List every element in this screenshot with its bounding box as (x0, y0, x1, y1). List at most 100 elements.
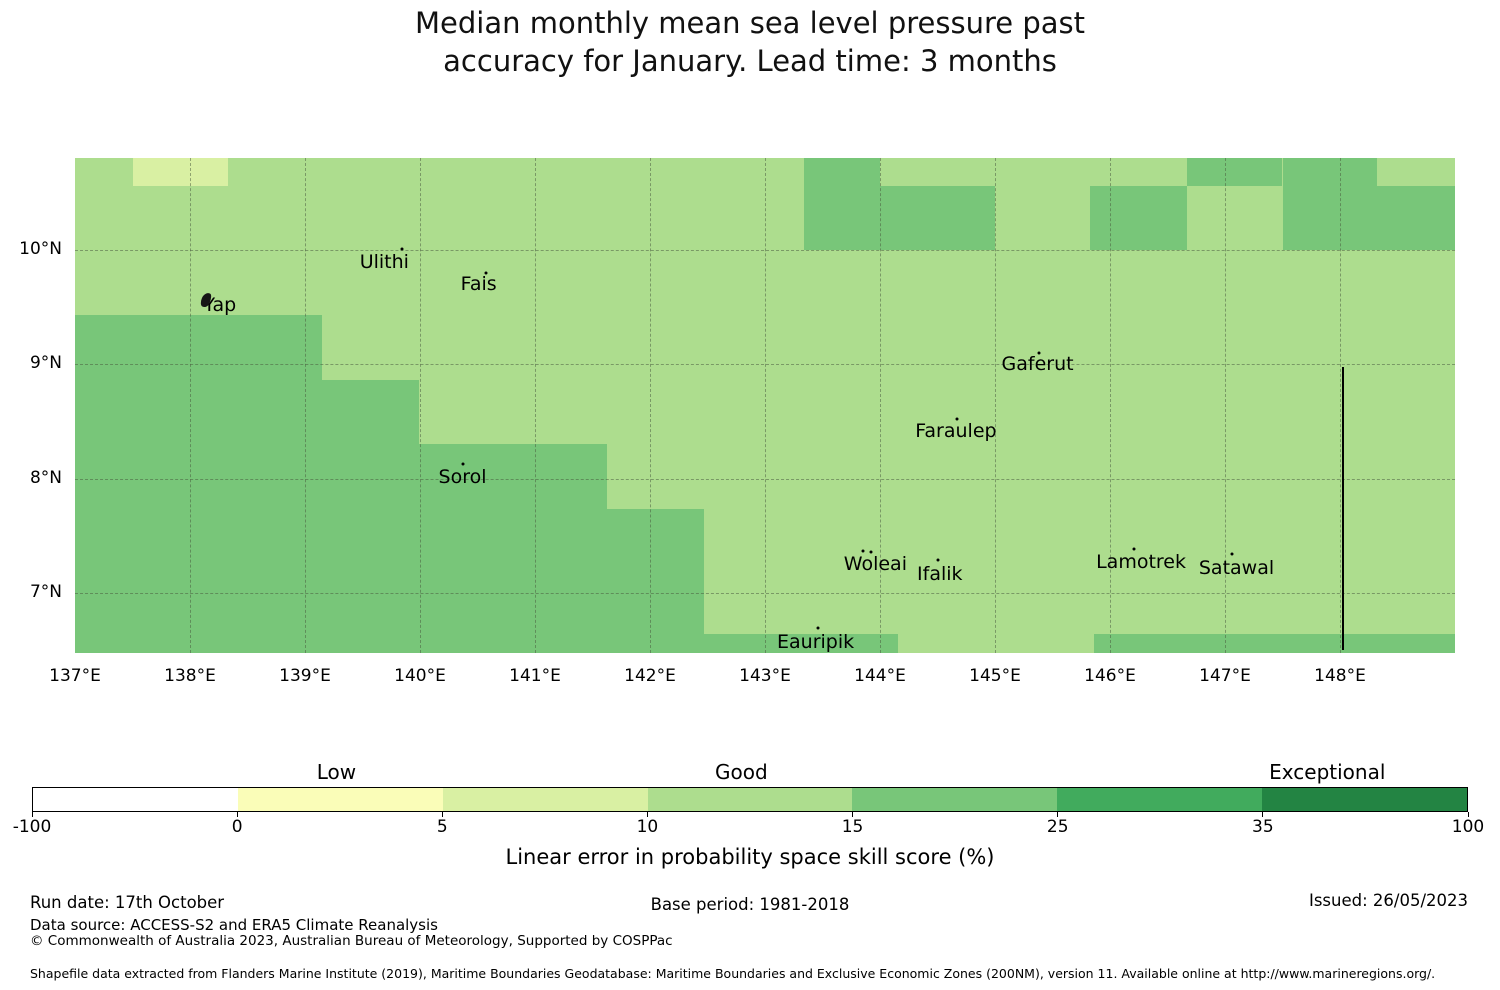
island-marker-dot (1230, 552, 1234, 556)
island-marker-dot (936, 558, 939, 562)
colorbar-tick (236, 812, 238, 817)
map-region (132, 158, 228, 186)
longitude-gridline (190, 158, 191, 653)
island-label-ifalik: Ifalik (917, 562, 963, 585)
x-tick-label: 144°E (854, 666, 906, 686)
map-region (75, 314, 323, 381)
island-label-woleai: Woleai (843, 552, 907, 575)
colorbar-segment (442, 788, 648, 811)
longitude-gridline (1340, 158, 1341, 653)
map-region (1093, 633, 1455, 653)
map-plot-area: Yap Ulithi Fais Sorol Gaferut Faraulep Woleai I… (75, 158, 1455, 653)
map-region (880, 185, 995, 250)
y-tick-label: 7°N (29, 582, 62, 603)
map-region (1090, 185, 1188, 250)
footer-base-period: Base period: 1981-2018 (650, 895, 850, 914)
island-label-ulithi: Ulithi (359, 251, 409, 274)
latitude-gridline (75, 249, 1455, 251)
longitude-gridline (1225, 158, 1226, 653)
colorbar-tick-label: -100 (12, 817, 52, 837)
colorbar-segment (237, 788, 443, 811)
footer-shapefile-note: Shapefile data extracted from Flanders M… (30, 966, 1436, 981)
footer-issued-date: Issued: 26/05/2023 (1308, 891, 1468, 910)
colorbar-bar (32, 787, 1468, 812)
colorbar-segment (1262, 788, 1468, 811)
map-region (75, 633, 899, 653)
colorbar-tick (852, 812, 854, 817)
colorbar-tick-label: 35 (1252, 817, 1274, 837)
x-tick-label: 148°E (1314, 666, 1366, 686)
island-marker-dot (869, 550, 873, 554)
island-label-sorol: Sorol (438, 465, 487, 488)
y-tick-label: 9°N (29, 353, 62, 374)
map-region (1376, 185, 1455, 250)
colorbar-tick (646, 812, 648, 817)
map-region (1187, 158, 1283, 186)
colorbar: -100 0 5 10 15 25 35 100 Low Good Exceptional (13, 760, 1485, 837)
longitude-gridline (305, 158, 306, 653)
x-tick-label: 138°E (164, 666, 216, 686)
colorbar-tick (31, 812, 33, 817)
x-tick-label: 139°E (279, 666, 331, 686)
chart-title-line1: Median monthly mean sea level pressure p… (415, 6, 1085, 40)
island-marker-dot (1132, 547, 1136, 551)
footer-copyright: © Commonwealth of Australia 2023, Austra… (30, 933, 673, 949)
latitude-gridline (75, 593, 1455, 595)
map-region (75, 444, 608, 509)
colorbar-segment (1057, 788, 1263, 811)
chart-title-line2: accuracy for January. Lead time: 3 month… (443, 44, 1057, 78)
island-marker-dot (484, 271, 488, 275)
longitude-gridline (1110, 158, 1111, 653)
island-label-yap: Yap (203, 293, 237, 316)
x-tick-label: 147°E (1199, 666, 1251, 686)
colorbar-category-label: Good (715, 760, 768, 784)
footer-run-date: Run date: 17th October (30, 893, 225, 912)
colorbar-tick (441, 812, 443, 817)
colorbar-segment (647, 788, 853, 811)
colorbar-caption: Linear error in probability space skill … (505, 845, 995, 869)
eez-boundary-line (1342, 366, 1345, 650)
island-marker-dot (400, 247, 404, 251)
x-tick-label: 141°E (509, 666, 561, 686)
x-tick-label: 145°E (969, 666, 1021, 686)
x-tick-label: 137°E (49, 666, 101, 686)
footer-data-source: Data source: ACCESS-S2 and ERA5 Climate … (30, 916, 438, 934)
island-label-lamotrek: Lamotrek (1096, 551, 1186, 574)
island-marker-dot (816, 626, 820, 630)
x-tick-label: 140°E (394, 666, 446, 686)
longitude-gridline (765, 158, 766, 653)
island-marker-dot (955, 417, 959, 421)
map-region (804, 158, 880, 250)
colorbar-tick-label: 10 (636, 817, 659, 837)
colorbar-segment (33, 788, 238, 811)
longitude-gridline (535, 158, 536, 653)
colorbar-tick (1467, 812, 1469, 817)
island-label-eauripik: Eauripik (777, 630, 855, 653)
colorbar-tick-label: 100 (1451, 817, 1485, 837)
latitude-gridline (75, 364, 1455, 366)
x-tick-label: 143°E (739, 666, 791, 686)
longitude-gridline (420, 158, 421, 653)
colorbar-category-label: Low (316, 760, 357, 784)
longitude-gridline (650, 158, 651, 653)
colorbar-tick-label: 0 (231, 817, 243, 837)
colorbar-tick-label: 15 (841, 817, 864, 837)
colorbar-tick (1262, 812, 1264, 817)
latitude-gridline (75, 478, 1455, 480)
map-region (75, 508, 705, 634)
colorbar-segment (852, 788, 1058, 811)
colorbar-tick-label: 25 (1046, 817, 1069, 837)
map-region (1282, 158, 1377, 250)
colorbar-tick (1057, 812, 1059, 817)
x-tick-label: 142°E (624, 666, 676, 686)
island-marker-dot (861, 549, 865, 553)
x-tick-label: 146°E (1084, 666, 1136, 686)
map-region (75, 380, 419, 445)
chart-title: Median monthly mean sea level pressure p… (0, 4, 1500, 80)
island-label-satawal: Satawal (1198, 557, 1275, 580)
longitude-gridline (995, 158, 996, 653)
longitude-gridline (880, 158, 881, 653)
y-tick-label: 8°N (29, 467, 62, 488)
y-tick-label: 10°N (19, 238, 62, 259)
island-marker-dot (461, 462, 465, 466)
